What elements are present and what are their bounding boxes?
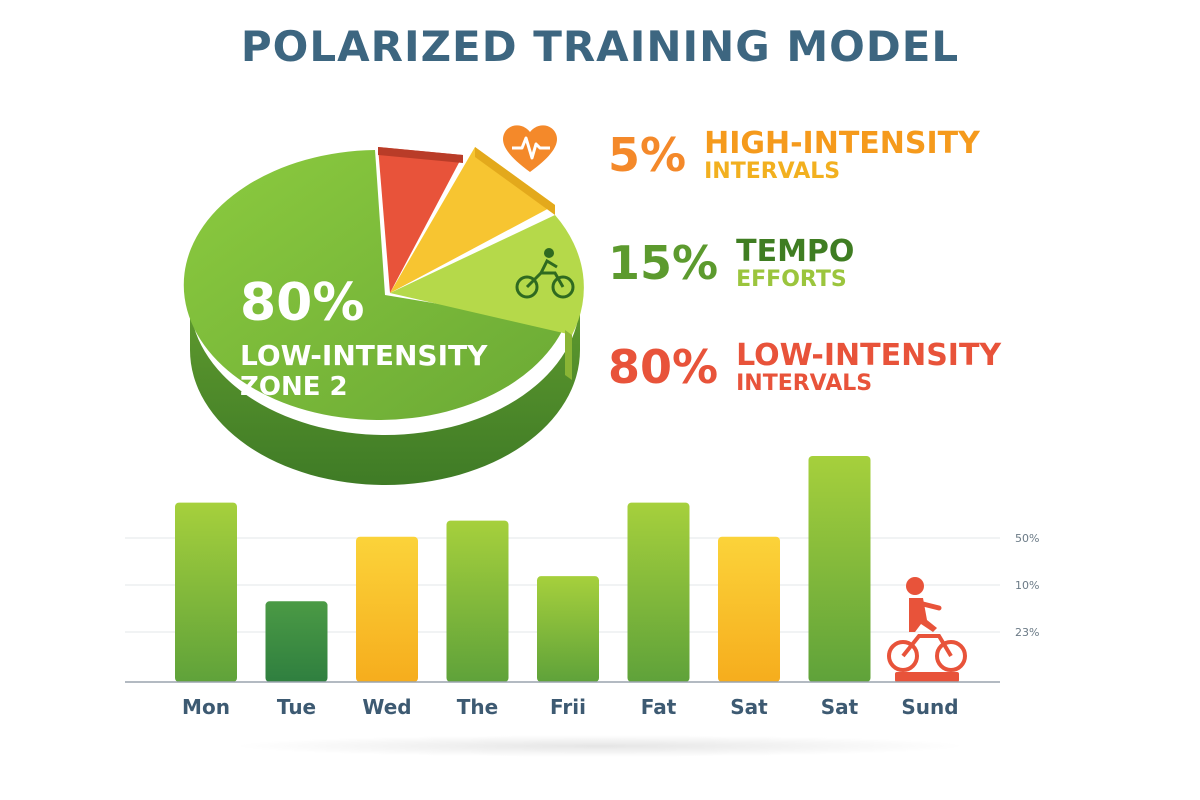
x-tick-label: Tue xyxy=(277,695,316,719)
pie-slice-light-wedge xyxy=(390,215,584,335)
legend-pct: 80% xyxy=(608,340,719,395)
bar-wed xyxy=(356,536,418,682)
bar-cyclist-icon xyxy=(887,577,967,682)
bar-the xyxy=(446,520,509,682)
x-tick-label: Sat xyxy=(730,695,768,719)
legend-line2: INTERVALS xyxy=(704,158,841,184)
x-tick-label: Sund xyxy=(901,695,958,719)
pie-slice-tempo-edge xyxy=(475,147,555,215)
pie-label-pct: 80% xyxy=(240,273,364,333)
pie-side xyxy=(190,300,580,485)
bar-mon xyxy=(175,502,237,682)
x-tick-label: Frii xyxy=(550,695,586,719)
chart-title: POLARIZED TRAINING MODEL xyxy=(240,22,960,71)
legend-line1: LOW-INTENSITY xyxy=(736,338,1002,373)
bar-tue xyxy=(265,601,328,682)
pie-slice-high-intensity xyxy=(378,147,463,293)
x-tick-label: Wed xyxy=(362,695,411,719)
y-tick-label: 23% xyxy=(1015,626,1039,639)
x-tick-label: Sat xyxy=(821,695,859,719)
ground-shadow xyxy=(230,735,970,757)
pie-label-line1: LOW-INTENSITY xyxy=(240,339,488,372)
pie-label-line2: ZONE 2 xyxy=(240,372,348,402)
y-tick-label: 50% xyxy=(1015,532,1039,545)
pie-slice-light-wedge-edge xyxy=(565,330,572,380)
bar-sat xyxy=(718,536,780,682)
x-tick-label: Fat xyxy=(641,695,677,719)
legend-line1: TEMPO xyxy=(736,234,855,269)
cyclist-icon xyxy=(515,248,575,299)
legend-line2: INTERVALS xyxy=(736,370,873,396)
legend-item-low-intensity: 80% LOW-INTENSITY INTERVALS xyxy=(608,340,1001,395)
bar-chart: Mon Tue Wed The Frii Fat Sat Sat Sund 50% 10% 23% xyxy=(125,456,1039,719)
pie-slice-high-intensity-edge xyxy=(378,147,463,163)
legend-item-tempo: 15% TEMPO EFFORTS xyxy=(608,236,854,291)
y-tick-label: 10% xyxy=(1015,579,1039,592)
bar-sat xyxy=(808,456,871,682)
pie-chart: 80% LOW-INTENSITY ZONE 2 xyxy=(183,125,584,485)
bar-fat xyxy=(627,502,690,682)
x-tick-label: The xyxy=(457,695,498,719)
legend-item-high-intensity: 5% HIGH-INTENSITY INTERVALS xyxy=(608,128,980,183)
legend-pct: 5% xyxy=(608,128,687,183)
pie-slice-low-intensity xyxy=(183,150,565,420)
heart-rate-icon xyxy=(503,125,557,172)
legend-line1: HIGH-INTENSITY xyxy=(704,126,980,161)
x-tick-label: Mon xyxy=(182,695,230,719)
legend-line2: EFFORTS xyxy=(736,266,847,292)
legend-pct: 15% xyxy=(608,236,719,291)
bar-frii xyxy=(537,576,599,682)
